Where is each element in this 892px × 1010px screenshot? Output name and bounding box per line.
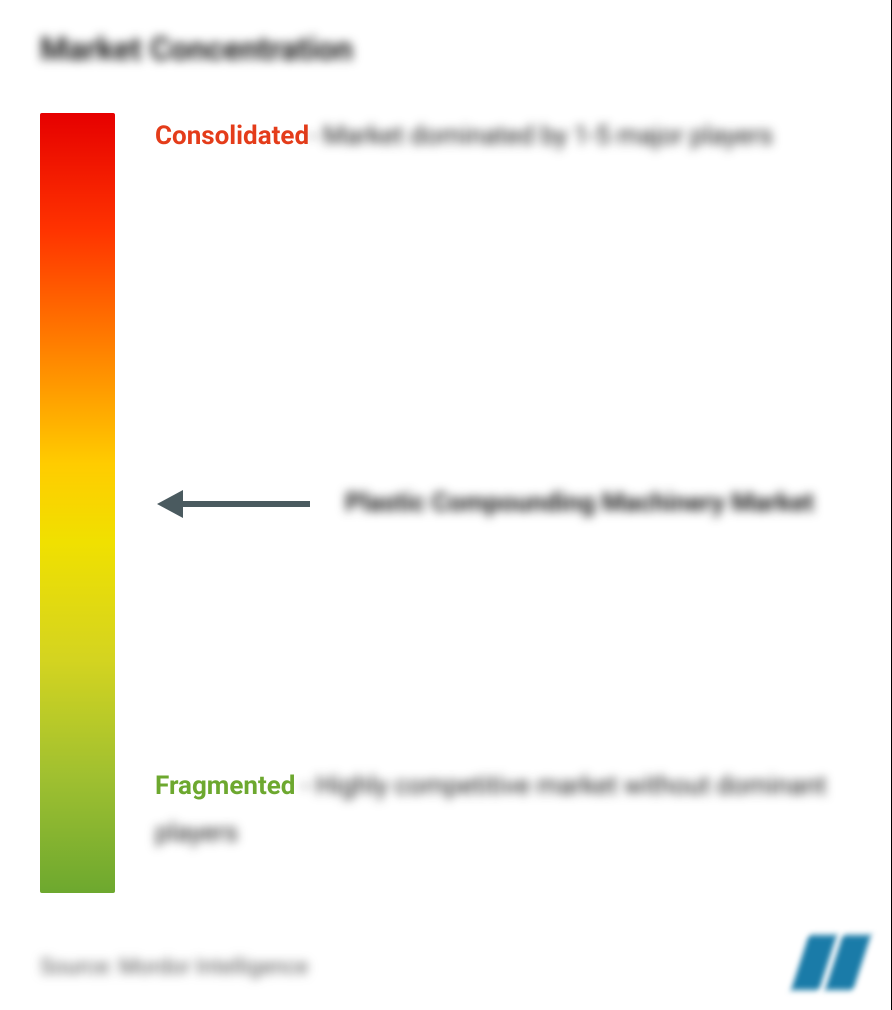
consolidated-label: Consolidated <box>155 121 309 151</box>
source-attribution: Source: Mordor Intelligence <box>40 955 308 980</box>
fragmented-description: Fragmented - Highly competitive market w… <box>155 763 832 857</box>
consolidated-description: Consolidated- Market dominated by 1-5 ma… <box>155 113 832 160</box>
market-pointer-section: Plastic Compounding Machinery Market <box>155 483 832 525</box>
text-column: Consolidated- Market dominated by 1-5 ma… <box>155 113 852 893</box>
arrow-left-icon <box>155 484 315 524</box>
concentration-gradient-bar <box>40 113 115 893</box>
pointer-arrow <box>155 484 315 524</box>
consolidated-desc-text: - Market dominated by 1-5 major players <box>309 121 773 151</box>
brand-logo-icon <box>800 935 862 990</box>
content-area: Consolidated- Market dominated by 1-5 ma… <box>40 113 852 893</box>
page-title: Market Concentration <box>40 30 852 68</box>
market-name-text: Plastic Compounding Machinery Market <box>345 483 814 525</box>
fragmented-label: Fragmented <box>155 771 295 801</box>
